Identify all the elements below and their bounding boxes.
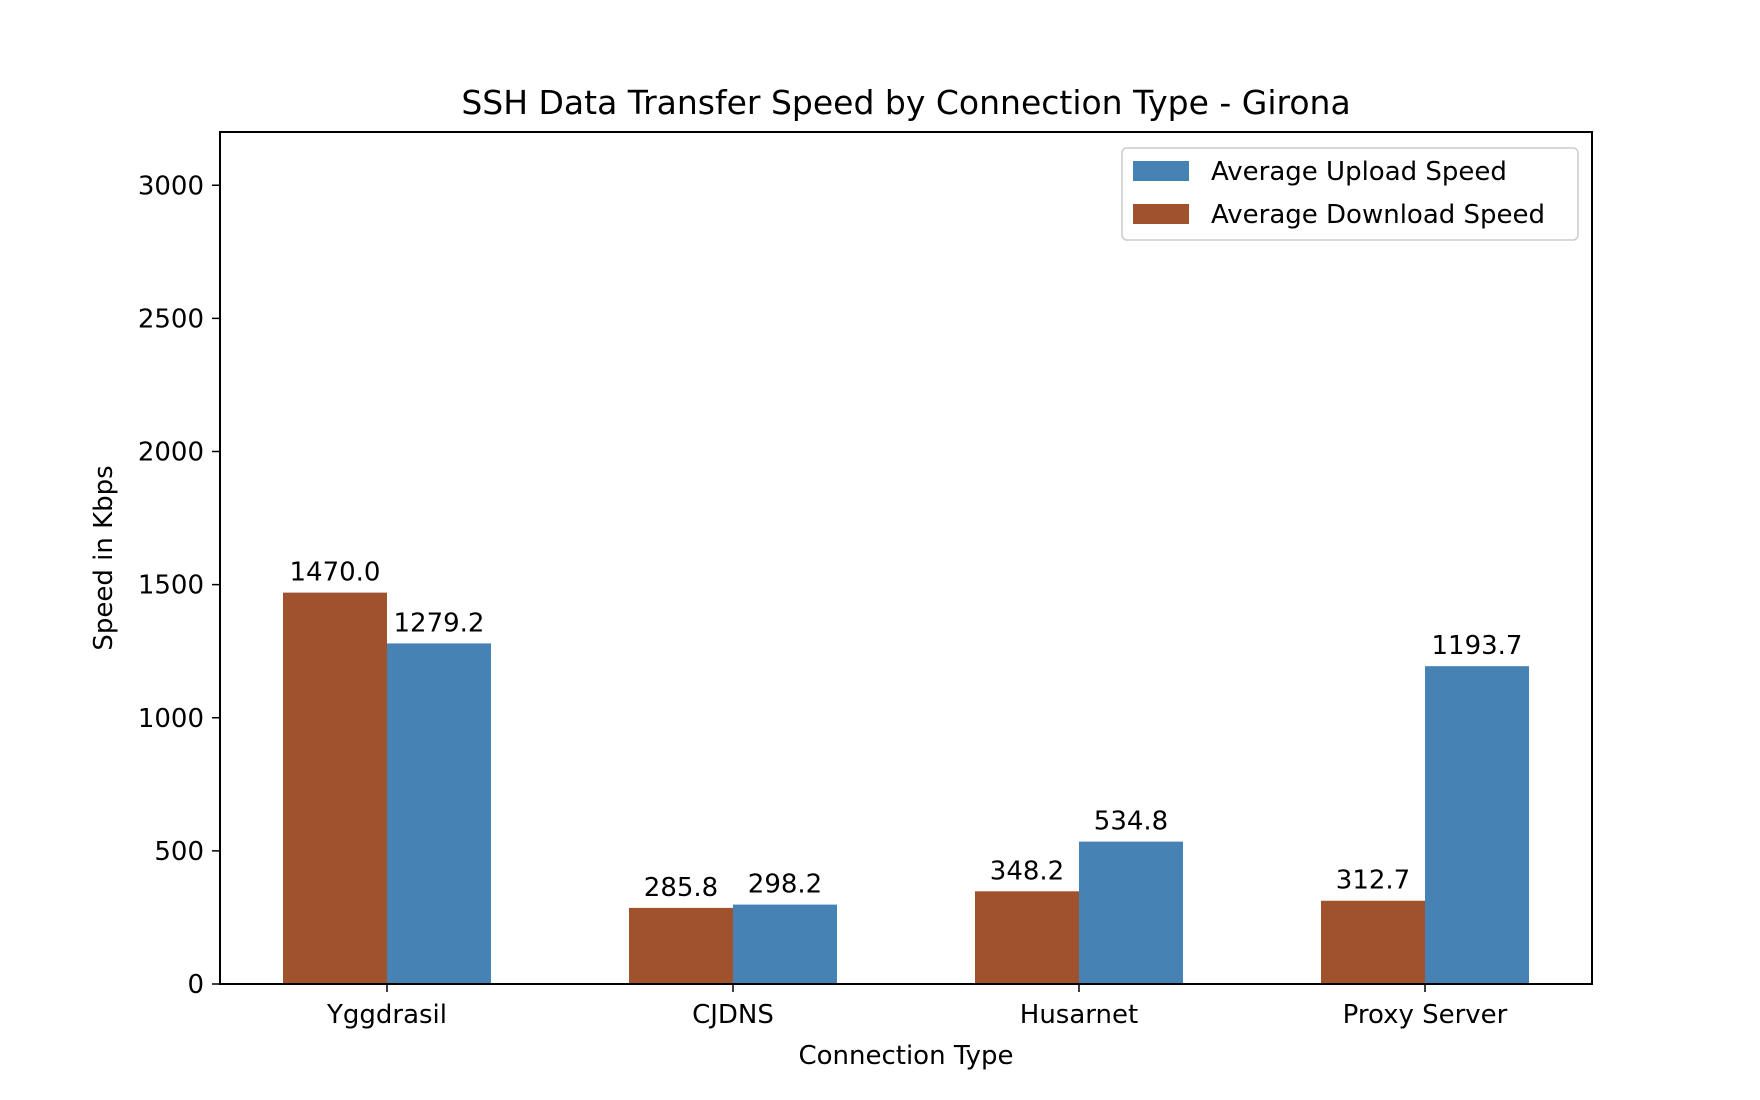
y-axis: 0 500 1000 1500 2000 2500 3000 [138,171,220,1000]
x-tick-label: Yggdrasil [326,1000,447,1030]
y-tick-label: 2000 [138,438,204,468]
legend-label-upload: Average Upload Speed [1211,157,1507,187]
data-label-download-3: 312.7 [1336,866,1410,896]
x-axis: Yggdrasil CJDNS Husarnet Proxy Server [326,984,1508,1030]
bar-upload-3 [1425,666,1529,984]
data-label-download-1: 285.8 [644,873,718,903]
bar-download-1 [629,907,733,984]
plot-area-frame [219,131,1593,985]
bar-upload-1 [733,904,837,984]
y-tick-label: 3000 [138,171,204,201]
legend-swatch-upload [1133,161,1189,181]
legend: Average Upload Speed Average Download Spe… [1121,147,1579,241]
x-tick-label: CJDNS [692,1000,774,1030]
y-tick-label: 1000 [138,704,204,734]
y-tick-label: 2500 [138,304,204,334]
y-tick-label: 500 [154,837,204,867]
bar-download-3 [1321,900,1425,984]
bar-download-0 [283,592,387,984]
data-label-download-2: 348.2 [990,856,1064,886]
x-axis-label: Connection Type [798,1041,1013,1071]
bar-download-2 [975,891,1079,984]
chart-title: SSH Data Transfer Speed by Connection Ty… [461,83,1350,122]
legend-swatch-download [1133,204,1189,224]
data-label-download-0: 1470.0 [290,558,381,588]
legend-label-download: Average Download Speed [1211,200,1545,230]
data-label-upload-2: 534.8 [1094,807,1168,837]
bars-group [283,592,1529,984]
y-tick-label: 1500 [138,571,204,601]
legend-frame [1121,147,1579,241]
data-label-upload-0: 1279.2 [394,608,485,638]
data-labels-group: 1470.0 285.8 348.2 312.7 1279.2 298.2 534.8 119… [290,558,1523,903]
data-label-upload-1: 298.2 [748,870,822,900]
bar-upload-2 [1079,841,1183,984]
y-axis-label: Speed in Kbps [89,465,119,650]
y-tick-label: 0 [187,970,204,1000]
x-tick-label: Husarnet [1020,1000,1138,1030]
x-tick-label: Proxy Server [1343,1000,1508,1030]
bar-upload-0 [387,643,491,984]
data-label-upload-3: 1193.7 [1432,631,1523,661]
